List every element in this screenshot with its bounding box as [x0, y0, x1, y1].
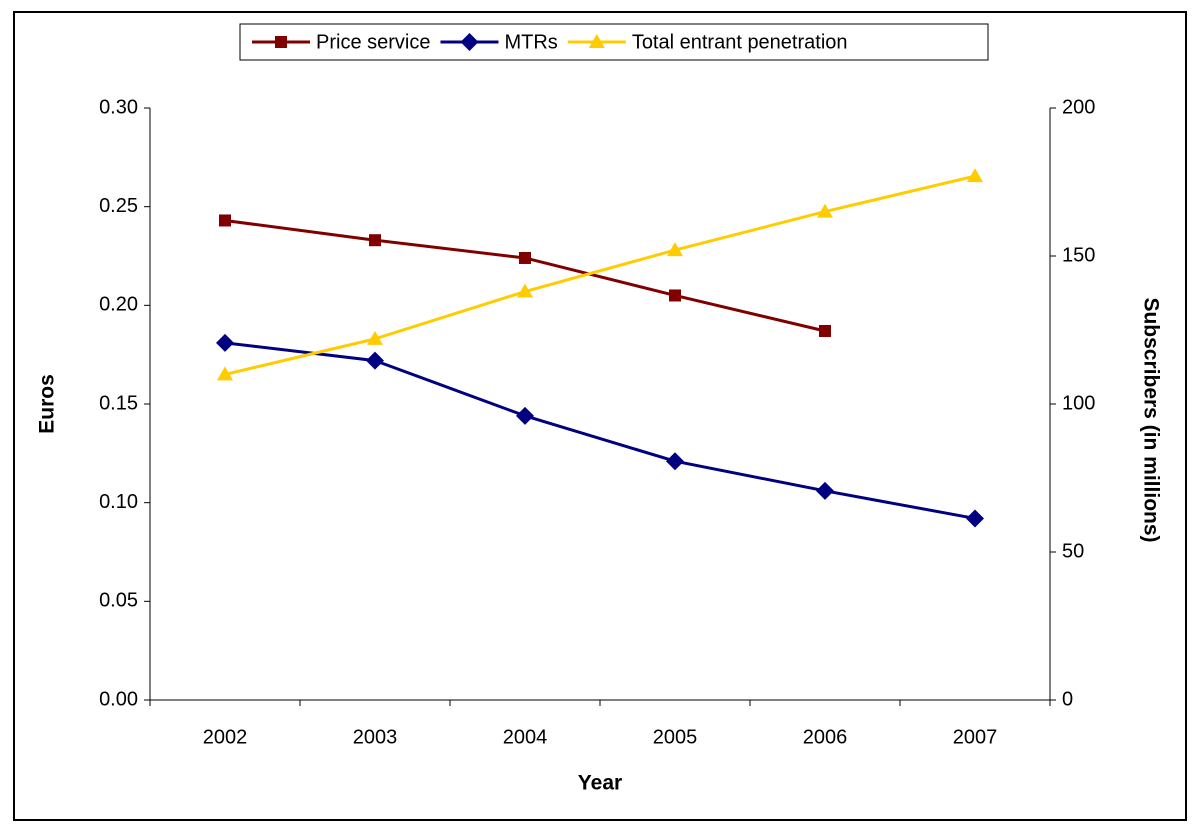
y-axis-title: Euros [36, 374, 59, 434]
legend-label: Total entrant penetration [632, 31, 848, 53]
y2-tick-label: 0 [1062, 688, 1073, 710]
series-marker [516, 406, 534, 425]
y-tick-label: 0.10 [99, 491, 138, 513]
legend-marker [460, 33, 479, 51]
y2-tick-label: 150 [1062, 244, 1095, 266]
series-marker [219, 214, 231, 227]
y-tick-label: 0.20 [99, 294, 138, 316]
series-marker [966, 509, 984, 528]
series-marker [517, 283, 533, 298]
chart-border [13, 11, 1187, 821]
series-marker [367, 330, 383, 345]
x-tick-label: 2005 [653, 726, 698, 748]
y-tick-label: 0.05 [99, 590, 138, 612]
y-tick-label: 0.00 [99, 688, 138, 710]
series-marker [369, 234, 381, 247]
series-marker [819, 324, 831, 337]
series-marker [669, 289, 681, 302]
x-tick-label: 2003 [353, 726, 398, 748]
legend-label: Price service [316, 31, 430, 53]
y2-axis-title: Subscribers (in millions) [1139, 297, 1162, 542]
series-line [224, 174, 976, 376]
x-tick-label: 2007 [953, 726, 998, 748]
series-marker [667, 242, 683, 257]
series-marker [217, 366, 233, 381]
series-marker [817, 203, 833, 218]
x-tick-label: 2004 [503, 726, 548, 748]
x-tick-label: 2002 [203, 726, 248, 748]
y2-tick-label: 200 [1062, 96, 1095, 118]
series-marker [216, 333, 234, 352]
y2-tick-label: 50 [1062, 540, 1084, 562]
y-tick-label: 0.30 [99, 96, 138, 118]
series-line [224, 341, 976, 520]
series-marker [519, 251, 531, 264]
y-tick-label: 0.15 [99, 392, 138, 414]
y2-tick-label: 100 [1062, 392, 1095, 414]
legend-marker [275, 36, 287, 48]
series-marker [816, 481, 834, 500]
x-axis-title: Year [578, 772, 622, 795]
legend-marker [588, 34, 605, 48]
series-marker [666, 452, 684, 471]
x-tick-label: 2006 [803, 726, 848, 748]
y-tick-label: 0.25 [99, 195, 138, 217]
legend-label: MTRs [504, 31, 557, 53]
series-marker [366, 351, 384, 370]
series-marker [967, 168, 983, 183]
